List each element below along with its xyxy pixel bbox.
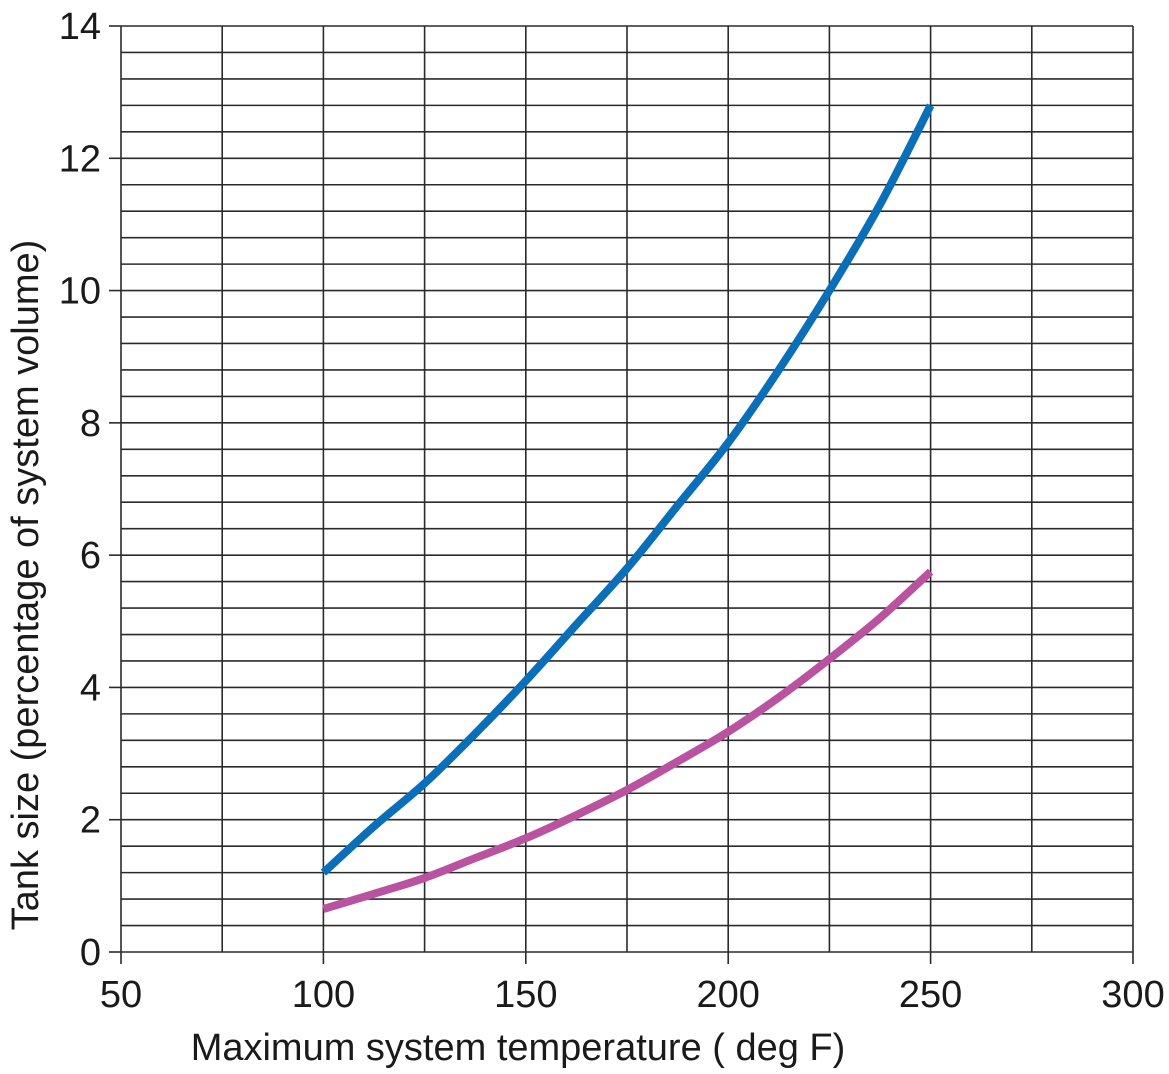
x-tick-label: 100 [292, 974, 355, 1016]
y-tick-label: 2 [80, 800, 101, 842]
x-tick-label: 50 [100, 974, 142, 1016]
x-tick-label: 300 [1101, 974, 1164, 1016]
y-tick-label: 0 [80, 932, 101, 974]
x-axis-title: Maximum system temperature ( deg F) [191, 1027, 846, 1069]
y-tick-label: 10 [59, 271, 101, 313]
x-tick-label: 200 [696, 974, 759, 1016]
series-layer [320, 103, 935, 913]
y-axis-title: Tank size (percentage of system volume) [5, 240, 47, 931]
y-tick-label: 8 [80, 403, 101, 445]
y-tick-label: 14 [59, 6, 101, 48]
major-gridlines [120, 26, 1134, 952]
series-line-2 [322, 568, 934, 913]
tick-labels: 0 2 4 6 8 10 12 14 50 100 150 200 250 300 [59, 6, 1165, 1016]
y-tick-label: 12 [59, 138, 101, 180]
series-line-1 [320, 103, 935, 876]
x-tick-label: 250 [899, 974, 962, 1016]
y-tick-label: 6 [80, 535, 101, 577]
x-tick-label: 150 [494, 974, 557, 1016]
y-tick-label: 4 [80, 667, 101, 709]
